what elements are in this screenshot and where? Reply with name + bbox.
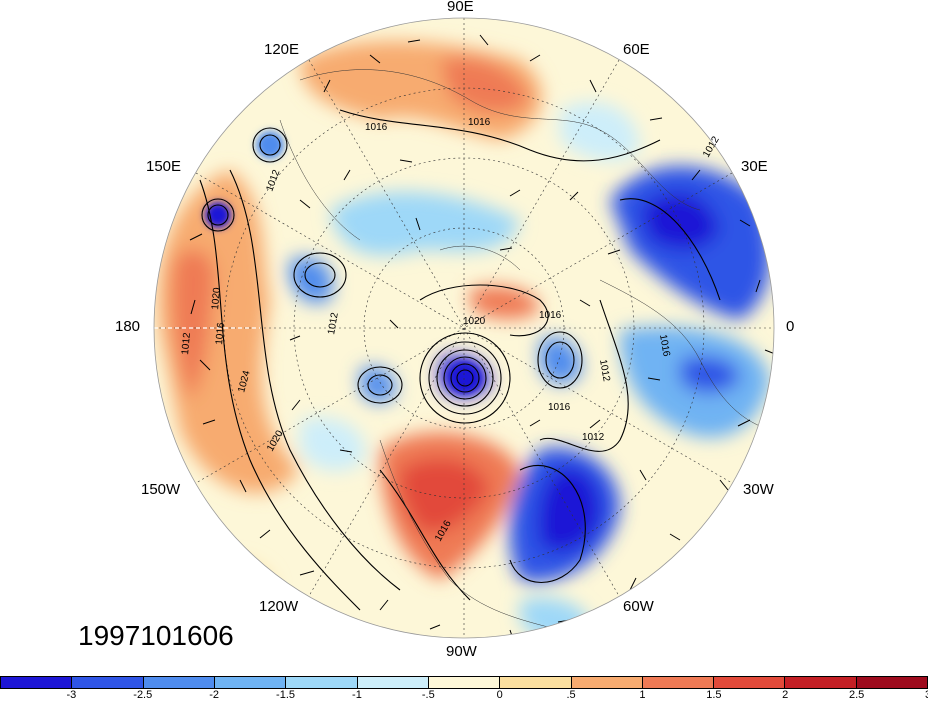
- lon-label-180: 180: [115, 318, 141, 335]
- contour-label: 1012: [180, 332, 193, 356]
- colorbar-tick-label: 1.5: [706, 689, 722, 701]
- colorbar-swatch: [214, 677, 287, 688]
- colorbar-tick-label: 3: [925, 689, 928, 701]
- contour-label: 1016: [214, 322, 227, 346]
- lon-label-120e: 120E: [264, 41, 300, 58]
- colorbar-tick-label: 2.5: [848, 689, 865, 701]
- contour-label: 1016: [657, 334, 672, 358]
- colorbar-swatch: [856, 677, 928, 688]
- lon-label-30e: 30E: [741, 158, 768, 175]
- colorbar-tick-labels: -3 -2.5 -2 -1.5 -1 -.5 0 .5 1 1.5 2 2.5 3: [0, 689, 928, 702]
- colorbar-tick-label: -2: [209, 689, 220, 701]
- lon-label-120w: 120W: [259, 598, 299, 615]
- contour-label: 1016: [365, 122, 388, 133]
- colorbar-swatch: [571, 677, 643, 688]
- contour-label: 1016: [539, 310, 562, 321]
- lon-label-150e: 150E: [146, 158, 182, 175]
- colorbar-tick-label: -1: [352, 689, 362, 701]
- lon-label-60w: 60W: [623, 598, 654, 615]
- pressure-contours: [199, 109, 721, 611]
- coastlines: [279, 69, 771, 631]
- colorbar-swatch: [428, 677, 501, 688]
- colorbar-swatch: [286, 677, 358, 688]
- colorbar-swatch: [714, 677, 786, 688]
- date-stamp: 1997101606: [78, 620, 234, 651]
- colorbar-tick-label: 1: [639, 689, 646, 701]
- contour-label: 1012: [326, 311, 341, 335]
- colorbar-swatch: [357, 677, 429, 688]
- colorbar-tick-label: 0: [496, 689, 503, 701]
- contour-label: 1016: [548, 402, 571, 413]
- colorbar: [0, 676, 928, 689]
- colorbar-swatch: [785, 677, 857, 688]
- contour-label: 1016: [468, 117, 491, 128]
- colorbar-swatch: [143, 677, 215, 688]
- lon-label-30w: 30W: [743, 481, 774, 498]
- contour-label: 1012: [582, 432, 605, 443]
- colorbar-tick-label: -3: [66, 689, 77, 701]
- contour-label: 1020: [210, 287, 223, 311]
- colorbar-tick-label: 2: [782, 689, 789, 701]
- wind-barbs: [189, 34, 774, 638]
- colorbar-tick-label: -2.5: [133, 689, 153, 701]
- contour-label: 1020: [463, 316, 486, 327]
- colorbar-tick-label: -1.5: [276, 689, 296, 701]
- colorbar-swatch: [500, 677, 572, 688]
- lon-label-90e: 90E: [447, 0, 474, 15]
- anomaly-field: [154, 18, 774, 638]
- lon-label-60e: 60E: [623, 41, 650, 58]
- colorbar-tick-label: -.5: [421, 689, 435, 701]
- colorbar-tick-label: .5: [566, 689, 576, 701]
- lon-label-90w: 90W: [446, 643, 477, 660]
- map-border: [153, 17, 775, 639]
- contour-label: 1012: [597, 359, 612, 383]
- colorbar-swatch: [1, 677, 73, 688]
- lon-label-150w: 150W: [141, 481, 181, 498]
- graticule: [154, 18, 774, 638]
- colorbar-swatch: [642, 677, 715, 688]
- colorbar-swatch: [72, 677, 144, 688]
- lon-label-0: 0: [786, 318, 795, 335]
